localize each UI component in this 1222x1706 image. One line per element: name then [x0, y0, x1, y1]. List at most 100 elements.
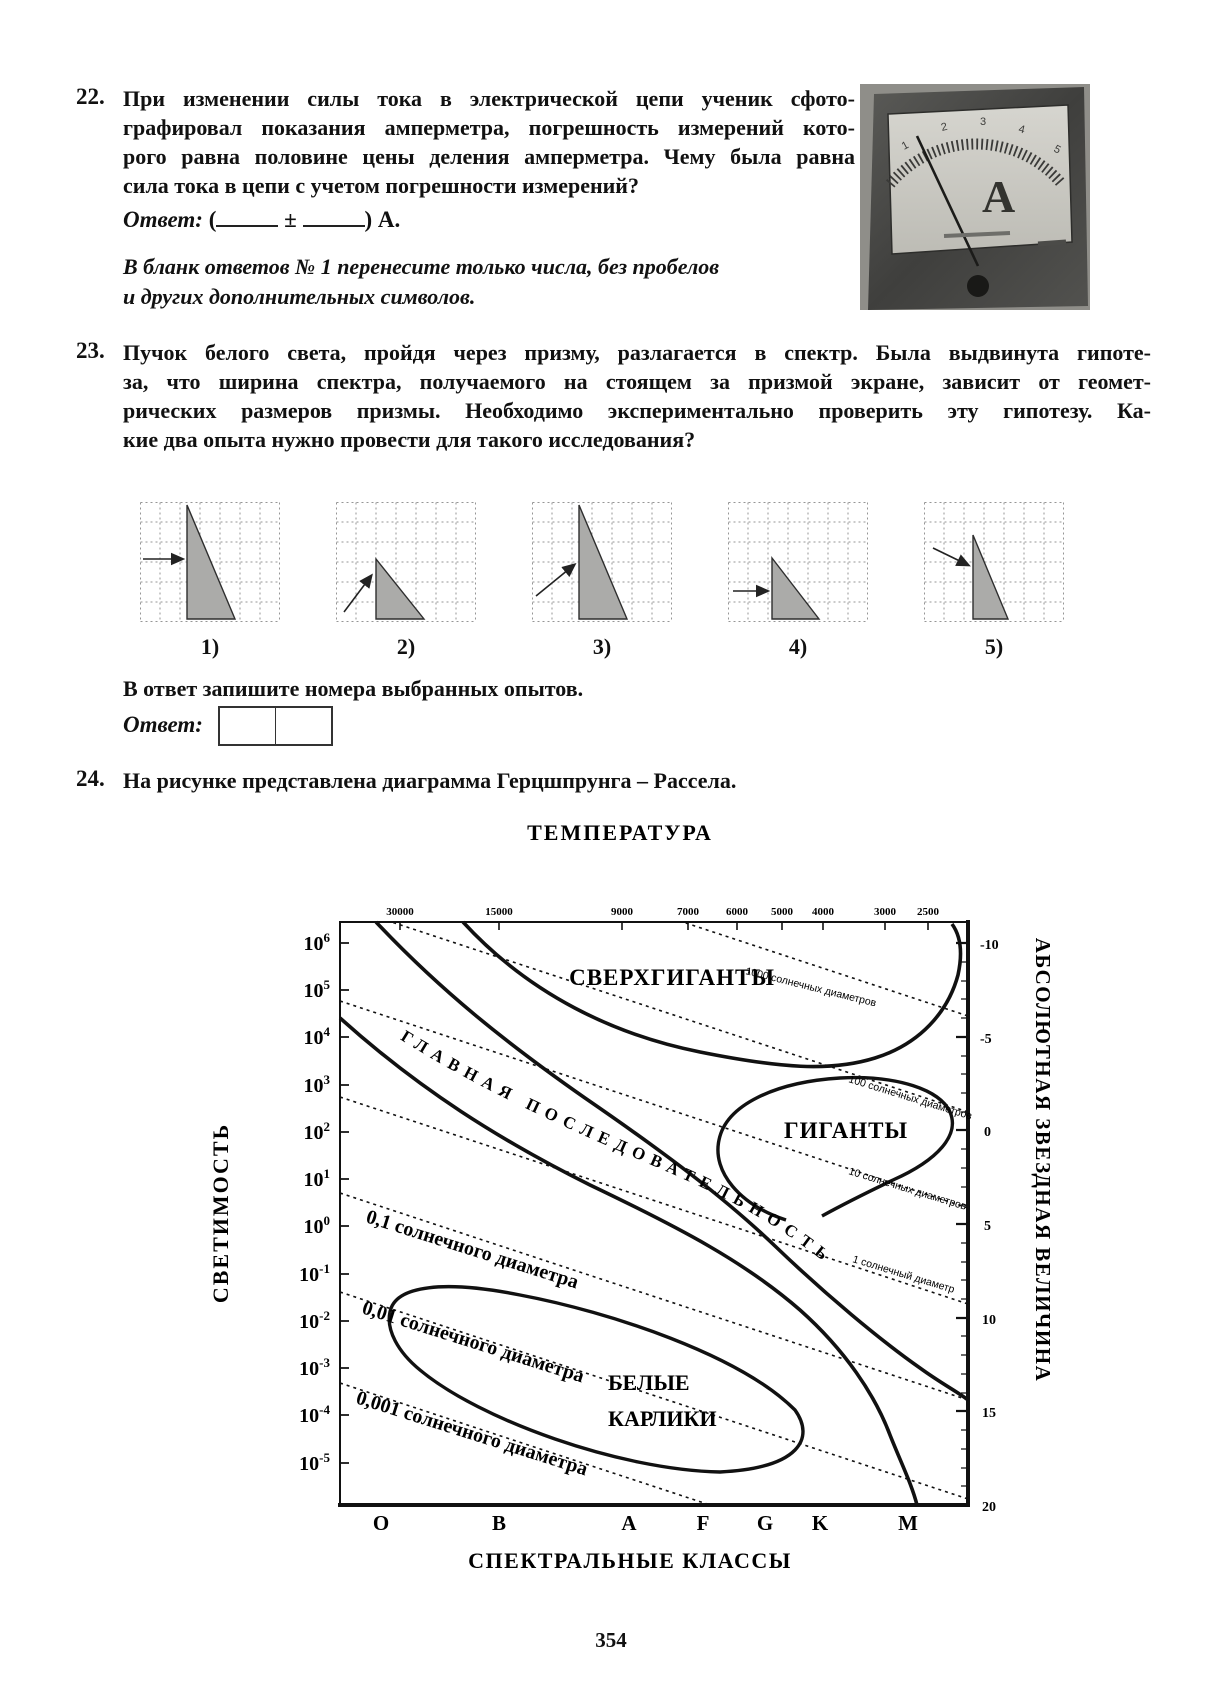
spectral-class-label: G [757, 1511, 773, 1535]
right-tick-label: -10 [980, 938, 999, 953]
top-tick-marks [399, 922, 929, 930]
supergiants-curve [461, 920, 963, 1069]
right-tick-label: 0 [984, 1125, 991, 1140]
prism-triangle [578, 504, 629, 620]
left-tick-label: 10-1 [299, 1261, 330, 1286]
ammeter-image: 1 2 3 4 5 A [860, 84, 1090, 310]
iso-line-100d [389, 922, 968, 1113]
figure-label: 2) [396, 634, 416, 659]
figure-label: 3) [592, 634, 612, 659]
white-dwarfs-curve [387, 1284, 805, 1474]
iso-label-0001d: 0,001 солнечного диаметра [353, 1387, 590, 1481]
top-tick-label: 4000 [812, 906, 835, 918]
top-tick-label: 5000 [771, 906, 794, 918]
iso-label-100d: 100 солнечных диаметров [847, 1073, 974, 1122]
prism-figure-1 [140, 502, 280, 627]
ammeter-scale-label: 5 [1052, 143, 1063, 156]
iso-line-001d [340, 1291, 968, 1500]
iso-diameter-lines [340, 922, 968, 1505]
ammeter-knob[interactable] [967, 275, 989, 297]
q24-text: На рисунке представлена диаграмма Герцшп… [123, 768, 737, 793]
left-tick-marks [340, 942, 349, 1464]
left-tick-label: 103 [304, 1072, 331, 1097]
q22-note: В бланк ответов № 1 перенесите только чи… [123, 252, 855, 312]
prism-triangle [771, 555, 821, 620]
right-tick-label: -5 [980, 1032, 992, 1047]
ammeter-scale-label: 3 [980, 116, 986, 128]
prism-figure-2 [336, 502, 476, 627]
answer-label: Ответ: [123, 207, 203, 232]
top-tick-label: 30000 [386, 906, 414, 918]
prism-figure-5 [924, 502, 1064, 627]
top-tick-label: 3000 [874, 906, 897, 918]
top-tick-label: 15000 [485, 906, 513, 918]
ammeter-label-strip [943, 231, 1011, 238]
prism-figure-4 [728, 502, 868, 627]
iso-line-0001d [340, 1382, 713, 1505]
left-tick-labels: 106 105 104 103 102 101 100 10-1 10-2 10… [299, 930, 330, 1475]
ammeter-marking-strip [1037, 239, 1067, 247]
spectral-class-label: B [492, 1511, 506, 1535]
answer-blank-error[interactable] [302, 205, 365, 227]
figure-label: 1) [200, 634, 220, 659]
page-number: 354 [595, 1628, 627, 1652]
answer-close-paren: ) А. [364, 207, 401, 232]
answer-cell-2[interactable] [276, 708, 331, 744]
ammeter-photo: 1 2 3 4 5 A [860, 84, 1090, 310]
q22-line: графировал показания амперметра, погрешн… [123, 115, 855, 140]
spectral-class-label: A [621, 1511, 637, 1535]
q23-answer-label: Ответ: [123, 712, 203, 737]
q23-answer-box [218, 706, 333, 746]
q22-line: сила тока в цепи с учетом погрешности из… [123, 173, 639, 198]
white-dwarfs-label-line1: БЕЛЫЕ [608, 1370, 690, 1395]
right-tick-label: 5 [984, 1219, 991, 1234]
spectral-class-label: M [898, 1511, 918, 1535]
left-tick-label: 104 [304, 1024, 331, 1049]
prism-triangle [972, 534, 1010, 620]
answer-blank-value[interactable] [216, 205, 279, 227]
ammeter-scale-label: 1 [900, 139, 911, 152]
ammeter-scale-label: 2 [940, 121, 949, 134]
q22-note-line: и других дополнительных символов. [123, 284, 476, 309]
iso-label-001d: 0,01 солнечного диаметра [359, 1297, 586, 1388]
top-tick-label: 2500 [917, 906, 940, 918]
left-tick-label: 106 [304, 930, 331, 955]
iso-line-10d [340, 1000, 968, 1209]
prism-figure-3 [532, 502, 672, 627]
q22-number: 22. [76, 84, 105, 109]
iso-label-01d: 0,1 солнечного диаметра [363, 1206, 581, 1294]
q23-line: рических размеров призмы. Необходимо экс… [123, 398, 1151, 423]
left-tick-label: 10-3 [299, 1355, 330, 1380]
figure-label: 4) [788, 634, 808, 659]
temperature-axis-title: ТЕМПЕРАТУРА [527, 820, 713, 845]
spectral-class-labels: O B A F G K M [373, 1511, 918, 1535]
q22-line: рого равна половине цены деления амперме… [123, 144, 855, 169]
q23-number: 23. [76, 338, 105, 363]
left-tick-label: 10-5 [299, 1450, 330, 1475]
prism-triangle [186, 504, 237, 620]
white-dwarfs-label-line2: КАРЛИКИ [608, 1406, 717, 1431]
giants-curve [716, 1075, 955, 1222]
q23-line: за, что ширина спектра, получаемого на с… [123, 369, 1151, 394]
giants-label: ГИГАНТЫ [784, 1118, 908, 1143]
spectral-class-label: K [812, 1511, 829, 1535]
left-tick-label: 102 [304, 1119, 331, 1144]
iso-line-1d [340, 1096, 968, 1305]
light-ray-arrow [343, 573, 373, 613]
q23-text: Пучок белого света, пройдя через призму,… [123, 338, 1151, 454]
ammeter-unit-label: A [982, 171, 1015, 222]
right-tick-label: 15 [982, 1406, 996, 1421]
top-tick-labels: 30000 15000 9000 7000 6000 5000 4000 300… [386, 906, 939, 918]
spectral-class-label: F [697, 1511, 710, 1535]
main-sequence-lower-curve [338, 1016, 919, 1506]
ammeter-face [887, 104, 1073, 255]
top-tick-label: 6000 [726, 906, 749, 918]
bottom-axis-title: СПЕКТРАЛЬНЫЕ КЛАССЫ [468, 1548, 792, 1573]
q23-line: кие два опыта нужно провести для такого … [123, 427, 696, 452]
plus-minus-sign: ± [284, 207, 297, 232]
iso-line-01d [340, 1192, 968, 1401]
answer-cell-1[interactable] [220, 708, 276, 744]
left-tick-label: 105 [304, 977, 331, 1002]
top-tick-label: 9000 [611, 906, 634, 918]
luminosity-axis-title: СВЕТИМОСТЬ [208, 1123, 233, 1303]
